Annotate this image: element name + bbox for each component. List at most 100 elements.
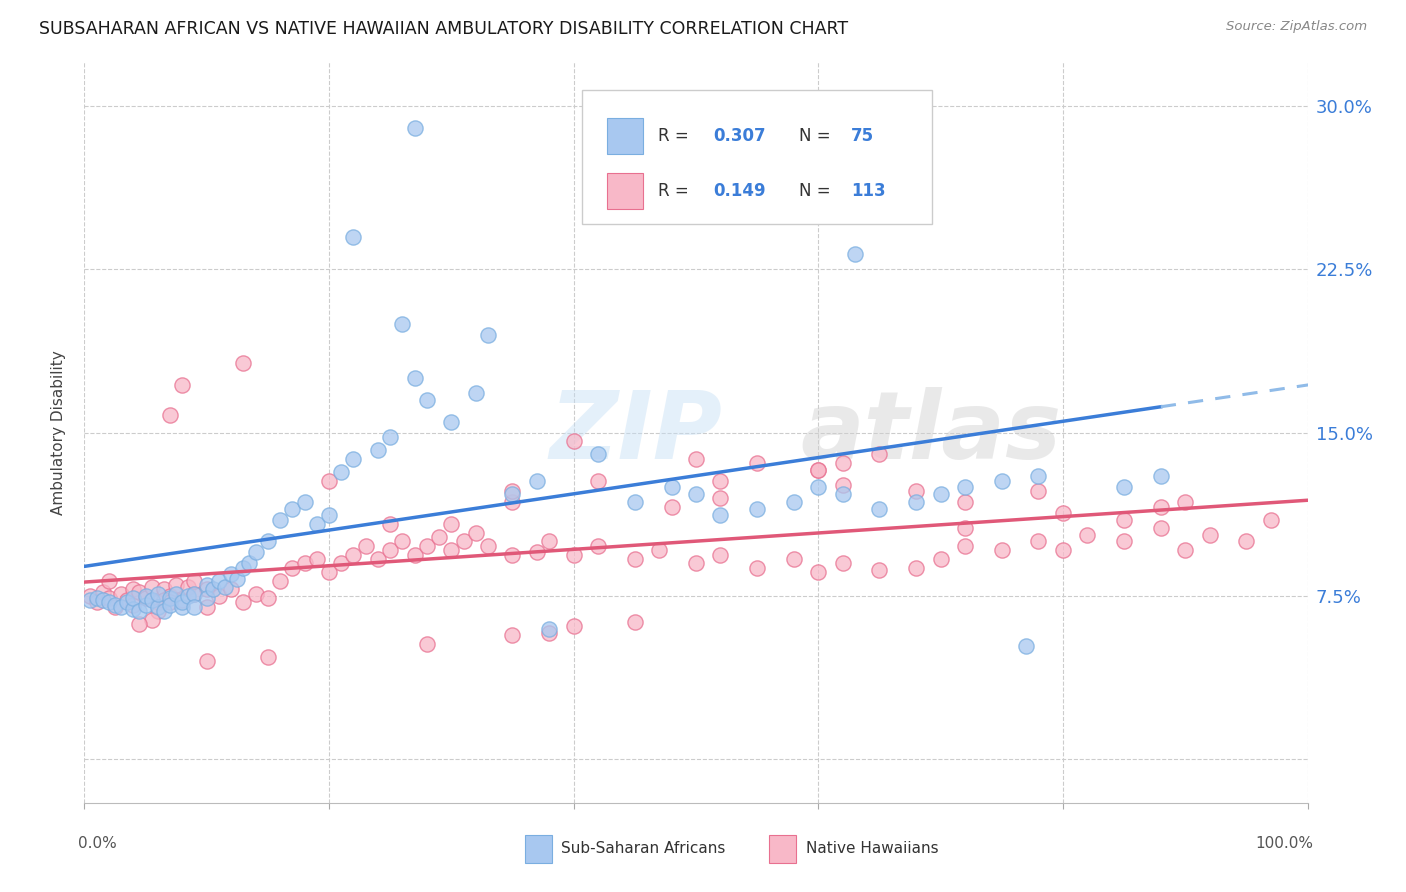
Text: R =: R =	[658, 127, 695, 145]
Point	[153, 582, 176, 597]
Point	[97, 595, 120, 609]
Point	[831, 556, 853, 570]
Point	[195, 582, 218, 597]
Point	[177, 580, 200, 594]
Point	[159, 591, 181, 606]
Point	[195, 578, 218, 592]
Point	[110, 599, 132, 614]
Point	[953, 521, 976, 535]
Point	[183, 587, 205, 601]
Point	[905, 484, 928, 499]
Point	[380, 543, 402, 558]
Bar	[606, 173, 644, 209]
Point	[305, 517, 328, 532]
Point	[905, 495, 928, 509]
Point	[747, 501, 769, 516]
Point	[440, 517, 463, 532]
Point	[128, 584, 150, 599]
Point	[122, 602, 145, 616]
Point	[342, 548, 364, 562]
Point	[172, 377, 194, 392]
Text: Sub-Saharan Africans: Sub-Saharan Africans	[561, 841, 725, 856]
Point	[1236, 534, 1258, 549]
Point	[427, 530, 450, 544]
Point	[1076, 528, 1098, 542]
Point	[404, 120, 426, 135]
Point	[807, 480, 830, 494]
Point	[831, 478, 853, 492]
Point	[159, 598, 181, 612]
Point	[1174, 495, 1197, 509]
Point	[122, 591, 145, 606]
Point	[79, 593, 101, 607]
Point	[245, 545, 267, 559]
Point	[146, 604, 169, 618]
Text: Native Hawaiians: Native Hawaiians	[806, 841, 939, 856]
Point	[648, 543, 671, 558]
Point	[245, 587, 267, 601]
Point	[1028, 484, 1050, 499]
Point	[208, 589, 231, 603]
Point	[1150, 500, 1173, 514]
Point	[416, 392, 439, 407]
Point	[269, 574, 291, 588]
Point	[1150, 469, 1173, 483]
Text: 0.0%: 0.0%	[79, 836, 117, 851]
Point	[172, 593, 194, 607]
Point	[380, 430, 402, 444]
Point	[79, 589, 101, 603]
Point	[294, 556, 316, 570]
Point	[183, 574, 205, 588]
Point	[165, 587, 187, 601]
Point	[110, 587, 132, 601]
Point	[135, 591, 157, 606]
Point	[1052, 543, 1074, 558]
Point	[685, 451, 707, 466]
Point	[172, 595, 194, 609]
Point	[257, 534, 280, 549]
Point	[342, 229, 364, 244]
Point	[1028, 534, 1050, 549]
Point	[526, 474, 548, 488]
Point	[929, 486, 952, 500]
Point	[86, 595, 108, 609]
Point	[624, 495, 647, 509]
Point	[538, 626, 561, 640]
Point	[115, 595, 138, 609]
Point	[115, 593, 138, 607]
Point	[238, 556, 260, 570]
Point	[538, 534, 561, 549]
Point	[953, 539, 976, 553]
Point	[91, 593, 114, 607]
Point	[783, 495, 806, 509]
Point	[367, 552, 389, 566]
Point	[305, 552, 328, 566]
Point	[257, 591, 280, 606]
Point	[440, 415, 463, 429]
Point	[905, 560, 928, 574]
Point	[453, 534, 475, 549]
Bar	[524, 835, 551, 863]
Point	[404, 371, 426, 385]
Point	[709, 491, 731, 505]
Point	[183, 587, 205, 601]
Point	[624, 552, 647, 566]
Point	[269, 513, 291, 527]
Point	[464, 525, 486, 540]
Text: 75: 75	[851, 127, 875, 145]
FancyBboxPatch shape	[582, 90, 932, 224]
Point	[440, 543, 463, 558]
Point	[146, 599, 169, 614]
Point	[526, 545, 548, 559]
Point	[844, 247, 866, 261]
Text: R =: R =	[658, 182, 695, 200]
Point	[1114, 513, 1136, 527]
Point	[1052, 506, 1074, 520]
Point	[1114, 480, 1136, 494]
Point	[128, 617, 150, 632]
Point	[141, 580, 163, 594]
Y-axis label: Ambulatory Disability: Ambulatory Disability	[51, 351, 66, 515]
Point	[391, 534, 413, 549]
Point	[380, 517, 402, 532]
Point	[219, 582, 242, 597]
